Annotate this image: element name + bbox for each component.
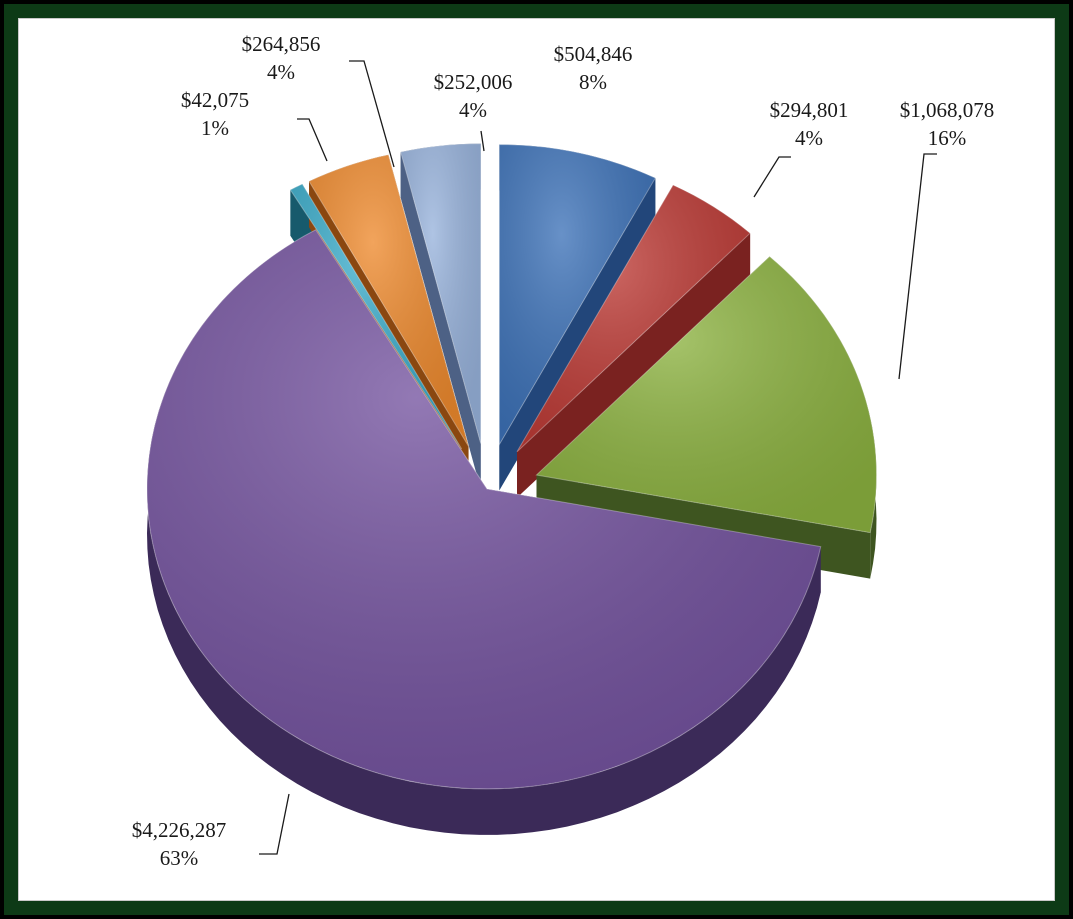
slice-percent-label-1: 8% <box>579 70 607 94</box>
chart-frame: $504,846 8% $294,801 4% $1,068,078 16% $4,226,… <box>4 4 1069 915</box>
leader-line-3 <box>898 153 937 380</box>
pie-slice-shading-1 <box>499 144 656 445</box>
pie-chart: $504,846 8% $294,801 4% $1,068,078 16% $4,226,… <box>132 32 995 870</box>
slice-value-label-7: $252,006 <box>434 70 513 94</box>
slice-percent-label-2: 4% <box>795 126 823 150</box>
pie-slice-shading-3 <box>536 256 877 533</box>
slice-value-label-5: $42,075 <box>181 88 249 112</box>
slice-value-label-6: $264,856 <box>242 32 321 56</box>
slice-percent-label-4: 63% <box>160 846 199 870</box>
slice-value-label-2: $294,801 <box>770 98 849 122</box>
pie-slice-shading-4 <box>147 229 821 789</box>
leader-line-5 <box>297 118 328 162</box>
pie-slice-shading-5 <box>290 184 462 449</box>
chart-panel: $504,846 8% $294,801 4% $1,068,078 16% $4,226,… <box>18 18 1055 901</box>
slice-value-label-3: $1,068,078 <box>900 98 995 122</box>
slice-percent-label-3: 16% <box>928 126 967 150</box>
slice-value-label-1: $504,846 <box>554 42 633 66</box>
leader-line-4 <box>259 793 290 855</box>
slice-percent-label-5: 1% <box>201 116 229 140</box>
slice-percent-label-6: 4% <box>267 60 295 84</box>
leader-line-6 <box>349 60 395 168</box>
leader-line-7 <box>480 130 485 152</box>
slice-value-label-4: $4,226,287 <box>132 818 227 842</box>
leader-line-2 <box>753 156 791 198</box>
pie-slice-shading-2 <box>517 185 751 452</box>
pie-slice-shading-7 <box>400 143 481 444</box>
pie-slice-shading-6 <box>309 154 469 447</box>
slice-percent-label-7: 4% <box>459 98 487 122</box>
